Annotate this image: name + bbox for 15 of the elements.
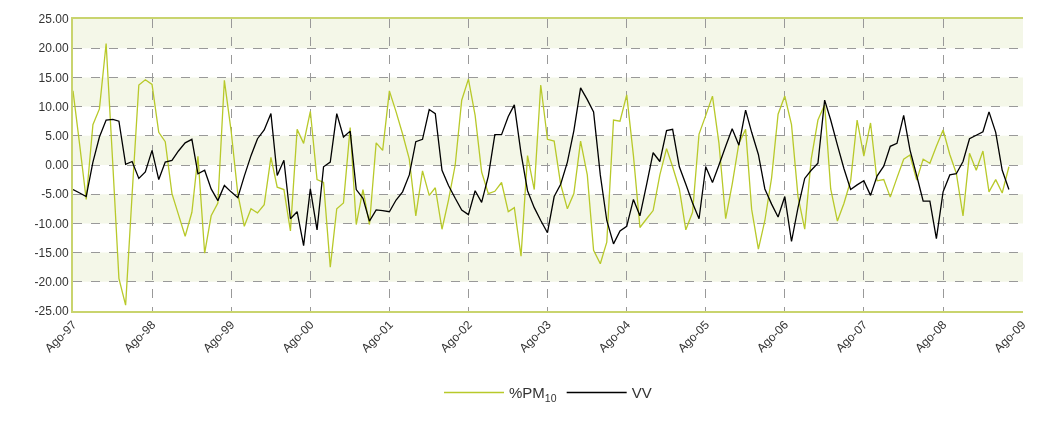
y-tick-label: -15.00 [34,245,69,260]
y-tick-label: 10.00 [38,99,69,114]
legend-label: %PM$_{10}$ [509,384,557,404]
line-series [73,42,1010,306]
y-tick-label: 20.00 [38,41,69,56]
y-tick-label: 5.00 [45,129,69,143]
line-series [73,87,1010,247]
y-tick-label: 15.00 [38,70,69,85]
y-tick-label: -20.00 [34,275,69,289]
y-tick-label: -5.00 [41,187,69,202]
y-tick-label: -10.00 [34,216,69,231]
y-tick-label: -25.00 [34,304,69,319]
y-tick-label: 25.00 [38,12,69,27]
legend-label: VV [631,384,652,402]
y-tick-label: 0.00 [45,158,69,173]
